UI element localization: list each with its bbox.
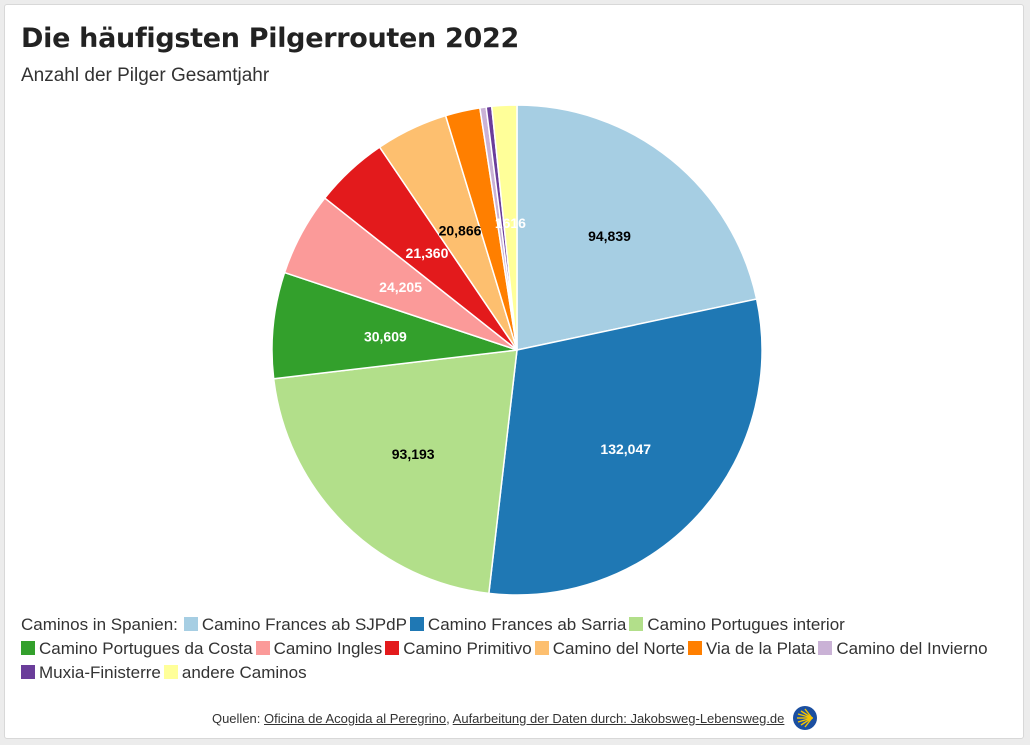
legend-item-8[interactable]: Camino del Invierno bbox=[818, 637, 988, 661]
legend-label-10: andere Caminos bbox=[181, 663, 307, 682]
pie-label-4: 24,205 bbox=[379, 279, 422, 295]
pie-label-5: 21,360 bbox=[406, 245, 449, 261]
source-separator: , bbox=[446, 710, 450, 726]
legend-item-5[interactable]: Camino Primitivo bbox=[385, 637, 532, 661]
legend-item-9[interactable]: Muxia-Finisterre bbox=[21, 661, 161, 685]
pie-slice-2[interactable] bbox=[272, 349, 518, 595]
source-line: Quellen: Oficina de Acogida al Peregrino… bbox=[5, 705, 1025, 734]
pie-slices bbox=[271, 104, 763, 596]
pie-slice-0[interactable] bbox=[516, 104, 758, 351]
legend-swatch-4 bbox=[255, 641, 270, 655]
legend-item-1[interactable]: Camino Frances ab Sarria bbox=[409, 613, 627, 637]
legend-label-4: Camino Ingles bbox=[273, 639, 383, 658]
pie-labels: 94,839 132,047 93,193 30,609 24,205 21,360 20,… bbox=[364, 215, 651, 462]
legend-item-3[interactable]: Camino Portugues da Costa bbox=[21, 637, 253, 661]
pie-label-1: 132,047 bbox=[600, 441, 651, 457]
pie-slice-3[interactable] bbox=[271, 271, 518, 380]
legend: Caminos in Spanien: Camino Frances ab SJP… bbox=[21, 613, 1011, 685]
legend-swatch-5 bbox=[385, 641, 400, 655]
legend-swatch-10 bbox=[163, 665, 178, 679]
legend-item-4[interactable]: Camino Ingles bbox=[255, 637, 383, 661]
pie-slice-1[interactable] bbox=[488, 298, 763, 596]
pie-label-0: 94,839 bbox=[588, 228, 631, 244]
pie-label-6: 20,866 bbox=[439, 223, 482, 239]
chart-card: Die häufigsten Pilgerrouten 2022 Anzahl … bbox=[4, 4, 1024, 739]
pie-label-2: 93,193 bbox=[392, 446, 435, 462]
legend-title: Caminos in Spanien: bbox=[21, 615, 178, 634]
legend-label-0: Camino Frances ab SJPdP bbox=[201, 615, 407, 634]
chart-subtitle: Anzahl der Pilger Gesamtjahr bbox=[21, 65, 270, 86]
legend-label-8: Camino del Invierno bbox=[836, 639, 988, 658]
legend-label-9: Muxia-Finisterre bbox=[39, 663, 161, 682]
legend-item-7[interactable]: Via de la Plata bbox=[688, 637, 815, 661]
pie-label-3: 30,609 bbox=[364, 329, 407, 345]
legend-label-7: Via de la Plata bbox=[706, 639, 816, 658]
pie-label-10: 1616 bbox=[495, 215, 526, 231]
source-link-oficina[interactable]: Oficina de Acogida al Peregrino bbox=[264, 710, 447, 726]
legend-swatch-7 bbox=[688, 641, 702, 655]
legend-swatch-3 bbox=[21, 641, 35, 655]
legend-swatch-9 bbox=[21, 665, 35, 679]
legend-swatch-2 bbox=[629, 617, 644, 631]
legend-label-5: Camino Primitivo bbox=[403, 639, 532, 658]
pie-chart: 94,839 132,047 93,193 30,609 24,205 21,360 20,… bbox=[271, 104, 763, 596]
source-link-jakobsweg[interactable]: Aufarbeitung der Daten durch: Jakobsweg-… bbox=[452, 710, 785, 726]
legend-label-2: Camino Portugues interior bbox=[647, 615, 845, 634]
legend-swatch-0 bbox=[183, 617, 198, 631]
legend-item-0[interactable]: Camino Frances ab SJPdP bbox=[183, 613, 407, 637]
legend-item-10[interactable]: andere Caminos bbox=[163, 661, 307, 685]
pie-slice-10[interactable] bbox=[490, 104, 518, 351]
legend-label-1: Camino Frances ab Sarria bbox=[427, 615, 627, 634]
legend-label-6: Camino del Norte bbox=[552, 639, 685, 658]
legend-swatch-1 bbox=[409, 617, 424, 631]
source-prefix: Quellen: bbox=[211, 710, 261, 726]
legend-label-3: Camino Portugues da Costa bbox=[39, 639, 253, 658]
legend-swatch-6 bbox=[534, 641, 549, 655]
legend-swatch-8 bbox=[818, 641, 833, 655]
scallop-shell-logo-icon bbox=[792, 705, 818, 734]
chart-title: Die häufigsten Pilgerrouten 2022 bbox=[21, 23, 520, 54]
legend-item-6[interactable]: Camino del Norte bbox=[534, 637, 685, 661]
legend-item-2[interactable]: Camino Portugues interior bbox=[629, 613, 845, 637]
